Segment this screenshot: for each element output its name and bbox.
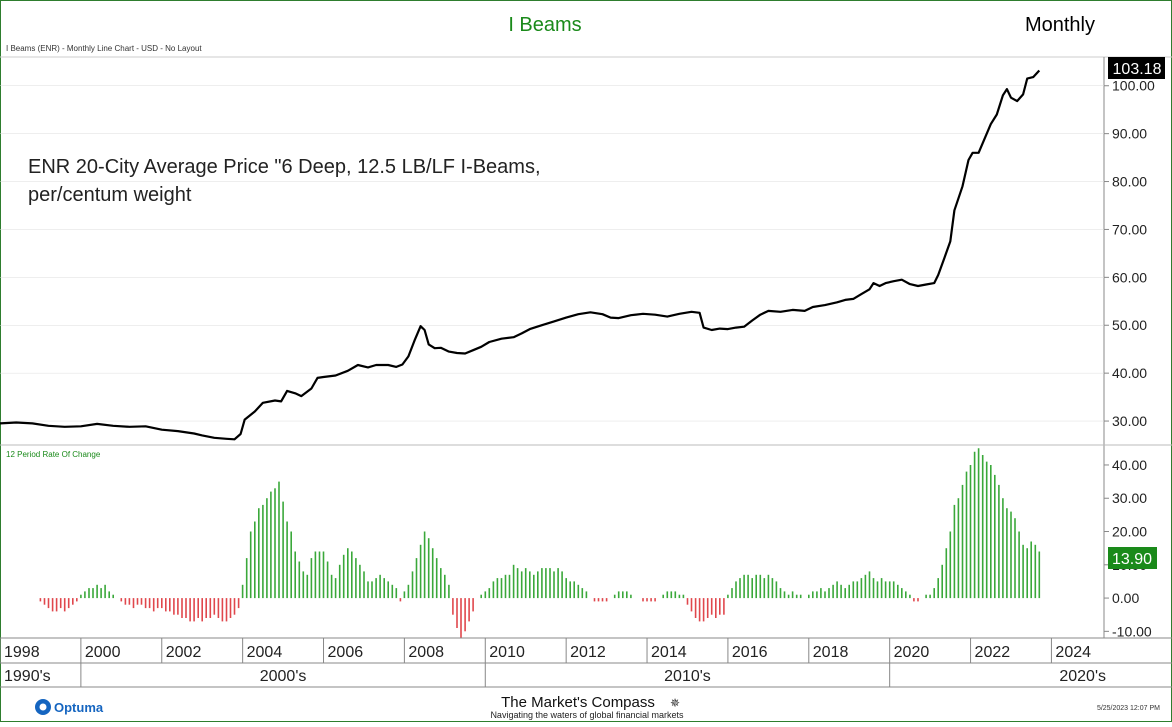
x-tick-label: 2010: [489, 644, 525, 661]
x-tick-label: 1998: [4, 644, 40, 661]
roc-tick-label: 30.00: [1112, 490, 1147, 506]
x-tick-label: 2000: [85, 644, 121, 661]
x-tick-label: 2022: [975, 644, 1011, 661]
compass-icon: ✵: [670, 696, 680, 710]
price-series-line: [0, 69, 1041, 441]
x-tick-label: 2002: [166, 644, 202, 661]
roc-tick-label: -10.00: [1112, 623, 1152, 639]
price-tick-label: 40.00: [1112, 365, 1147, 381]
footer-tagline: Navigating the waters of global financia…: [490, 710, 684, 720]
x-axis: 1998 2000 2002 2004 2006 2008 2010 2012 2014 2016…: [0, 638, 1091, 663]
roc-tick-label: 40.00: [1112, 457, 1147, 473]
price-tick-label: 90.00: [1112, 126, 1147, 142]
price-tick-label: 80.00: [1112, 174, 1147, 190]
price-annotation-line2: per/centum weight: [28, 184, 192, 206]
x-tick-label: 2024: [1055, 644, 1091, 661]
x-tick-label: 2008: [408, 644, 444, 661]
chart-subtitle: I Beams (ENR) - Monthly Line Chart - USD…: [6, 44, 202, 53]
decade-label: 2010's: [664, 668, 711, 685]
price-tick-label: 60.00: [1112, 269, 1147, 285]
period-label: Monthly: [1025, 14, 1095, 36]
x-tick-label: 2014: [651, 644, 687, 661]
roc-title: 12 Period Rate Of Change: [6, 450, 101, 459]
footer-brand: The Market's Compass: [501, 694, 655, 711]
x-tick-label: 2006: [328, 644, 364, 661]
price-tick-label: 50.00: [1112, 317, 1147, 333]
footer-timestamp: 5/25/2023 12:07 PM: [1097, 705, 1160, 712]
price-tick-label: 30.00: [1112, 413, 1147, 429]
optuma-logo: Optuma: [35, 699, 104, 715]
decade-label: 2020's: [1059, 668, 1106, 685]
chart-title: I Beams: [508, 14, 581, 36]
x-tick-label: 2012: [570, 644, 606, 661]
last-roc-value: 13.90: [1112, 551, 1152, 568]
x-tick-label: 2004: [247, 644, 283, 661]
last-roc-badge: 13.90: [1108, 547, 1157, 569]
x-tick-label: 2016: [732, 644, 768, 661]
roc-bars: [39, 448, 1041, 638]
decade-label: 2000's: [260, 668, 307, 685]
last-price-badge: 103.18: [1108, 57, 1165, 79]
x-tick-label: 2020: [894, 644, 930, 661]
price-annotation-line1: ENR 20-City Average Price "6 Deep, 12.5 …: [28, 156, 541, 178]
price-tick-label: 100.00: [1112, 78, 1155, 94]
price-y-axis: 30.00 40.00 50.00 60.00 70.00 80.00 90.00 100.0…: [1104, 78, 1155, 429]
roc-tick-label: 20.00: [1112, 524, 1147, 540]
decade-axis: 1990's 2000's 2010's 2020's: [4, 663, 1106, 687]
roc-tick-label: 0.00: [1112, 590, 1139, 606]
optuma-logo-text: Optuma: [54, 700, 104, 715]
last-price-value: 103.18: [1113, 61, 1162, 78]
price-grid: [0, 85, 1104, 422]
decade-label: 1990's: [4, 668, 51, 685]
price-tick-label: 70.00: [1112, 221, 1147, 237]
x-tick-label: 2018: [813, 644, 849, 661]
